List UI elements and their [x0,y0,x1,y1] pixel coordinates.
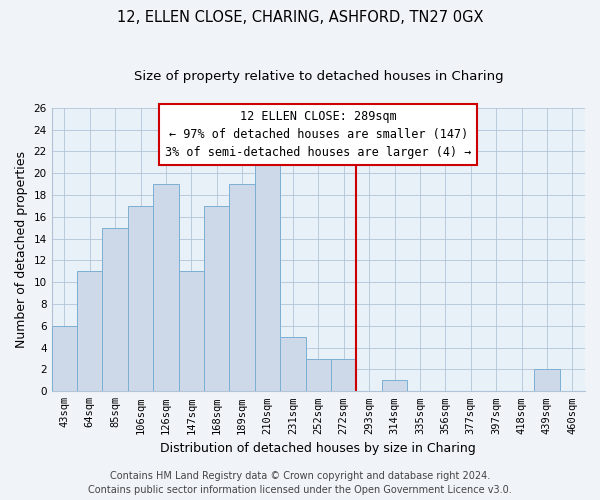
Bar [305,358,331,392]
Bar [103,228,128,392]
Bar [204,206,229,392]
Bar [77,272,103,392]
Y-axis label: Number of detached properties: Number of detached properties [15,151,28,348]
Bar [52,326,77,392]
X-axis label: Distribution of detached houses by size in Charing: Distribution of detached houses by size … [160,442,476,455]
Bar [153,184,179,392]
Bar [255,140,280,392]
Bar [382,380,407,392]
Bar [331,358,356,392]
Bar [128,206,153,392]
Bar [534,370,560,392]
Text: 12, ELLEN CLOSE, CHARING, ASHFORD, TN27 0GX: 12, ELLEN CLOSE, CHARING, ASHFORD, TN27 … [117,10,483,25]
Title: Size of property relative to detached houses in Charing: Size of property relative to detached ho… [134,70,503,83]
Bar [229,184,255,392]
Text: Contains HM Land Registry data © Crown copyright and database right 2024.
Contai: Contains HM Land Registry data © Crown c… [88,471,512,495]
Text: 12 ELLEN CLOSE: 289sqm
← 97% of detached houses are smaller (147)
3% of semi-det: 12 ELLEN CLOSE: 289sqm ← 97% of detached… [165,110,472,159]
Bar [179,272,204,392]
Bar [280,337,305,392]
